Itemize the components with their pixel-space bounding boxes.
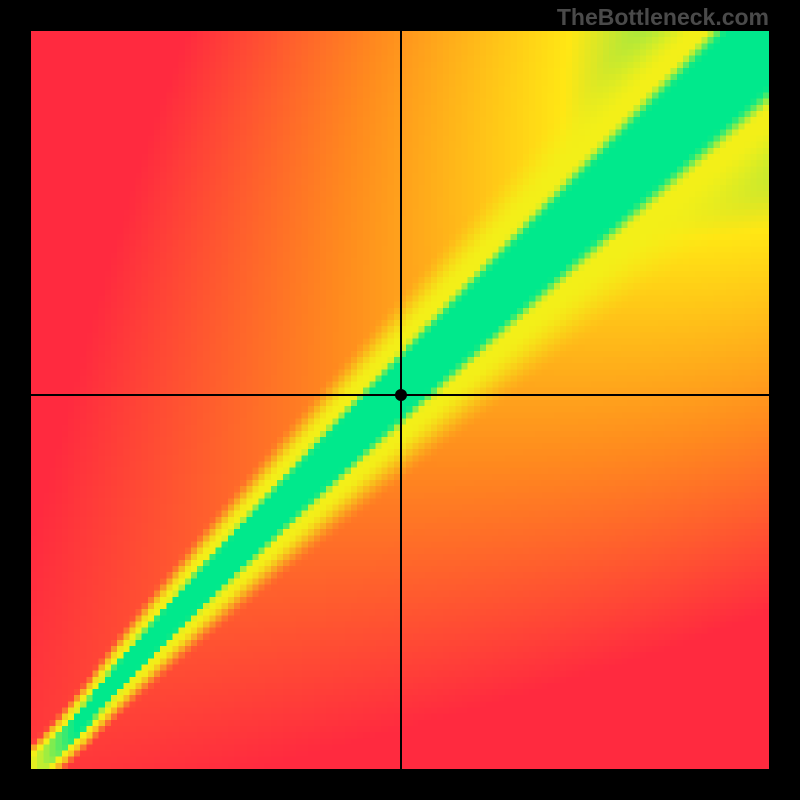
marker-dot: [395, 389, 407, 401]
chart-frame: { "layout": { "canvas_size": 800, "plot_…: [0, 0, 800, 800]
watermark-text: TheBottleneck.com: [557, 4, 769, 31]
plot-area: [31, 31, 769, 769]
